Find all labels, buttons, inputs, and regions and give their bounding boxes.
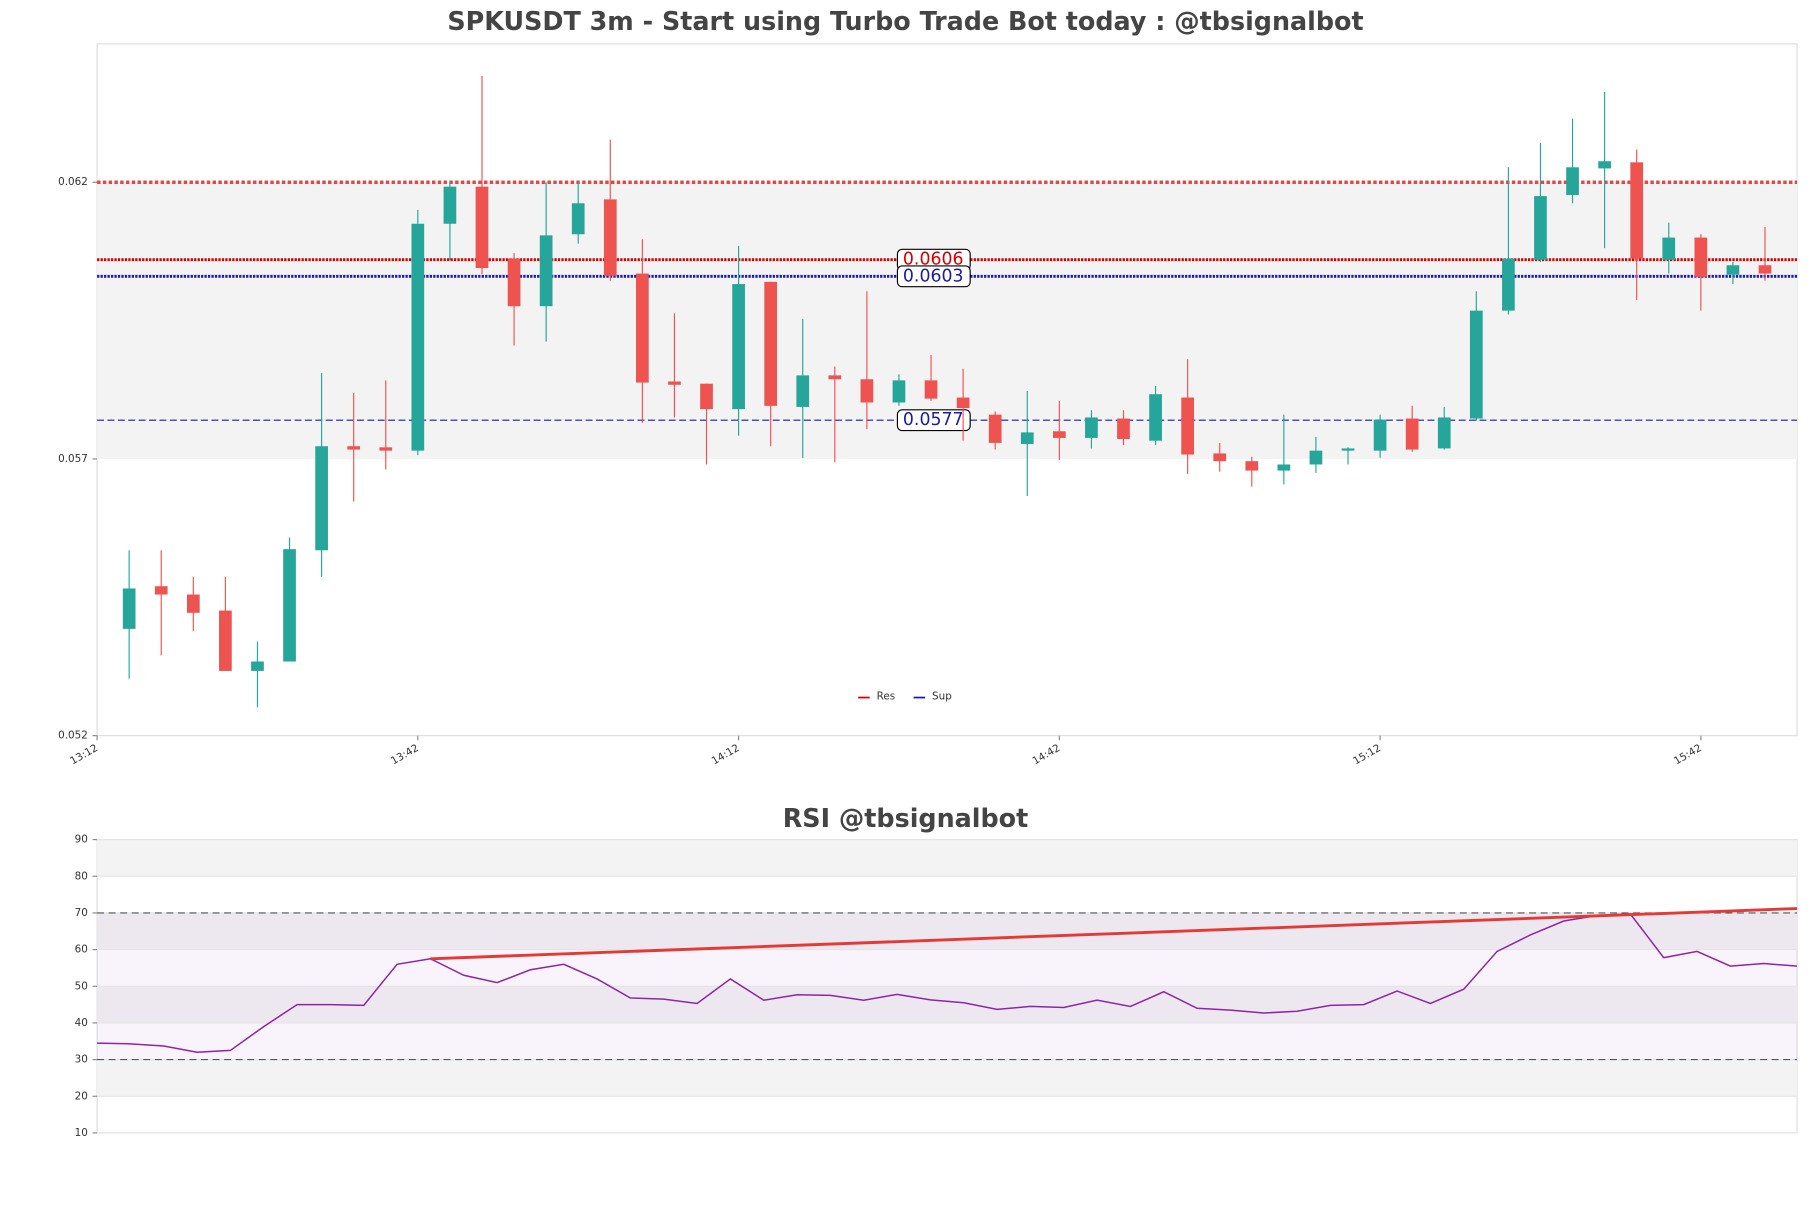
candle-body [700, 383, 713, 410]
candle-body [443, 186, 457, 224]
candle-body [1437, 417, 1451, 449]
level-label: 0.0603 [903, 266, 964, 286]
candle-body [347, 446, 361, 450]
candle-body [379, 447, 393, 451]
band [97, 839, 1798, 877]
candle-body [411, 223, 425, 451]
candle-body [1277, 464, 1291, 471]
candle-body [283, 549, 296, 662]
candle-body [251, 661, 264, 671]
candle-body [315, 446, 328, 551]
candle-body [668, 381, 681, 385]
candle-body [475, 186, 489, 269]
candle-body [1213, 453, 1227, 462]
y-tick-label: 90 [75, 834, 88, 846]
y-tick-label: 0.057 [58, 453, 88, 465]
candle-body [1469, 310, 1483, 419]
x-tick-label: 15:42 [1672, 742, 1704, 767]
candle-body [636, 273, 649, 383]
candle-body [1085, 417, 1098, 438]
y-tick-label: 20 [75, 1090, 88, 1102]
candle-body [539, 235, 553, 307]
y-tick-label: 0.052 [58, 730, 88, 742]
candle-body [122, 588, 136, 629]
candle-body [924, 380, 938, 399]
y-tick-label: 0.062 [58, 176, 88, 188]
candle-body [1758, 265, 1772, 274]
candle-body [1726, 265, 1740, 275]
level-label-box [896, 265, 971, 288]
candle-body [186, 594, 200, 613]
y-tick-label: 80 [75, 870, 88, 882]
legend-label: Res [877, 690, 896, 702]
x-tick-label: 13:12 [68, 742, 100, 767]
level-label-box [896, 409, 971, 432]
candle-body [1566, 167, 1579, 195]
candle-body [219, 610, 232, 671]
y-tick-label: 10 [75, 1127, 88, 1139]
candle-body [764, 281, 778, 406]
candle-body [956, 397, 970, 409]
legend-label: Sup [932, 690, 952, 702]
candle-body [571, 203, 585, 235]
candle-body [892, 380, 906, 403]
candle-body [603, 199, 617, 276]
y-tick-label: 40 [75, 1017, 88, 1029]
candle-body [732, 284, 745, 410]
x-tick-label: 15:12 [1351, 742, 1383, 767]
x-tick-label: 13:42 [389, 742, 421, 767]
candle-body [507, 258, 521, 307]
band [97, 1059, 1798, 1097]
rsi-title: RSI @tbsignalbot [783, 803, 1028, 833]
x-tick-label: 14:12 [710, 742, 742, 767]
y-tick-label: 30 [75, 1054, 88, 1066]
candle-body [860, 379, 874, 403]
candle-body [1662, 237, 1676, 260]
y-tick-label: 50 [75, 980, 88, 992]
candle-body [796, 375, 810, 407]
candle-body [1502, 258, 1515, 311]
candle-body [1117, 418, 1130, 440]
candle-body [154, 586, 168, 595]
candle-body [1245, 461, 1259, 471]
rsi-line [97, 913, 1798, 1054]
level-label: 0.0577 [903, 410, 964, 430]
x-tick-label: 14:42 [1030, 742, 1062, 767]
candle-body [988, 414, 1002, 443]
candle-body [1373, 419, 1387, 451]
candle-body [1598, 161, 1611, 169]
candle-body [1341, 448, 1355, 451]
chart-title: SPKUSDT 3m - Start using Turbo Trade Bot… [447, 6, 1363, 36]
candle-body [1020, 432, 1034, 445]
trend-line [430, 907, 1798, 961]
band [97, 986, 1798, 1023]
candle-body [1534, 196, 1547, 260]
candle-body [828, 375, 842, 380]
candle-body [1405, 418, 1419, 450]
candle-body [1181, 397, 1194, 455]
level-label: 0.0606 [903, 250, 964, 270]
candle-body [1309, 450, 1323, 465]
candle-body [1694, 237, 1708, 277]
y-tick-label: 60 [75, 944, 88, 956]
y-tick-label: 70 [75, 907, 88, 919]
candle-body [1052, 431, 1066, 438]
candle-body [1149, 394, 1162, 441]
candle-body [1630, 162, 1644, 259]
